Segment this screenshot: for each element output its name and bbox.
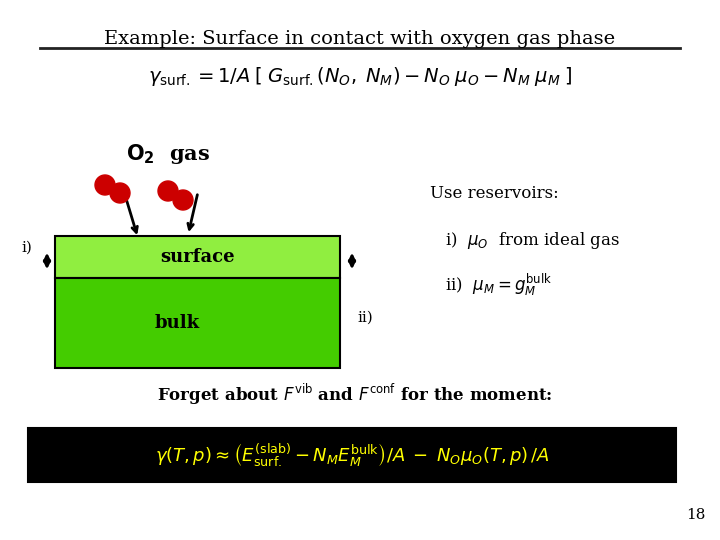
Text: i): i) [21, 241, 32, 255]
Circle shape [158, 181, 178, 201]
FancyBboxPatch shape [28, 428, 676, 482]
Circle shape [173, 190, 193, 210]
Text: Forget about $F^{\mathrm{vib}}$ and $F^{\mathrm{conf}}$ for the moment:: Forget about $F^{\mathrm{vib}}$ and $F^{… [157, 382, 553, 407]
Text: ii): ii) [357, 311, 373, 325]
Text: 18: 18 [685, 508, 705, 522]
Text: $\gamma_{\mathrm{surf.}} = 1/A \; \left[ \; G_{\mathrm{surf.}}(N_O,\; N_M) - N_O: $\gamma_{\mathrm{surf.}} = 1/A \; \left[… [148, 65, 572, 88]
Text: ii)  $\mu_M = g_M^{\mathrm{bulk}}$: ii) $\mu_M = g_M^{\mathrm{bulk}}$ [445, 272, 552, 298]
Text: Example: Surface in contact with oxygen gas phase: Example: Surface in contact with oxygen … [104, 30, 616, 48]
Text: bulk: bulk [155, 314, 200, 332]
Text: i)  $\mu_O$  from ideal gas: i) $\mu_O$ from ideal gas [445, 230, 620, 251]
Circle shape [95, 175, 115, 195]
Text: Use reservoirs:: Use reservoirs: [430, 185, 559, 202]
Text: $\gamma(T,p) \approx \left( E^{\mathrm{(slab)}}_{\mathrm{surf.}} - N_M E^{\mathr: $\gamma(T,p) \approx \left( E^{\mathrm{(… [155, 441, 549, 469]
FancyBboxPatch shape [55, 236, 340, 278]
FancyBboxPatch shape [55, 278, 340, 368]
Text: $\mathbf{O_2}$  gas: $\mathbf{O_2}$ gas [126, 142, 210, 166]
Circle shape [110, 183, 130, 203]
Text: surface: surface [160, 248, 235, 266]
